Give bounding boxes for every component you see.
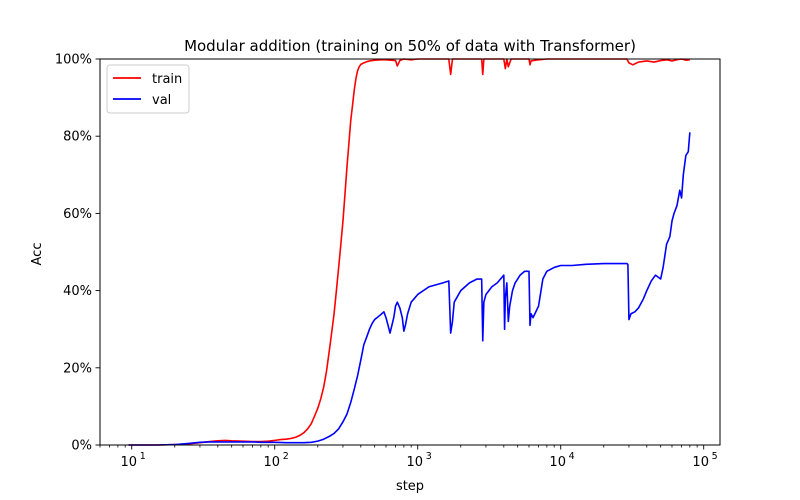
legend: train val — [106, 64, 190, 114]
x-axis: 10 1 10 2 10 3 10 4 10 5 — [99, 445, 718, 470]
y-tick-label: 40% — [63, 284, 92, 299]
chart-title: Modular addition (training on 50% of dat… — [184, 37, 636, 55]
x-tick-label: 10 — [263, 455, 280, 470]
x-tick-exponent: 4 — [569, 451, 575, 462]
y-tick-label: 20% — [63, 361, 92, 376]
x-tick-label: 10 — [406, 455, 423, 470]
x-tick-exponent: 1 — [140, 451, 146, 462]
x-tick-exponent: 3 — [426, 451, 432, 462]
legend-box — [106, 64, 190, 114]
y-tick-label: 0% — [71, 439, 92, 454]
y-tick-label: 80% — [63, 130, 92, 145]
x-tick-label: 10 — [549, 455, 566, 470]
legend-val-label: val — [152, 93, 171, 108]
x-axis-label: step — [396, 479, 424, 494]
legend-train-label: train — [152, 72, 182, 87]
y-tick-label: 100% — [55, 53, 92, 68]
x-tick-label: 10 — [692, 455, 709, 470]
y-tick-label: 60% — [63, 207, 92, 222]
series-line-val — [128, 132, 691, 446]
y-axis: 0% 20% 40% 60% 80% 100% — [55, 53, 100, 454]
x-tick-exponent: 5 — [712, 451, 718, 462]
x-tick-label: 10 — [120, 455, 137, 470]
x-tick-exponent: 2 — [283, 451, 289, 462]
plot-frame — [99, 58, 721, 446]
y-axis-label: Acc — [30, 243, 45, 266]
